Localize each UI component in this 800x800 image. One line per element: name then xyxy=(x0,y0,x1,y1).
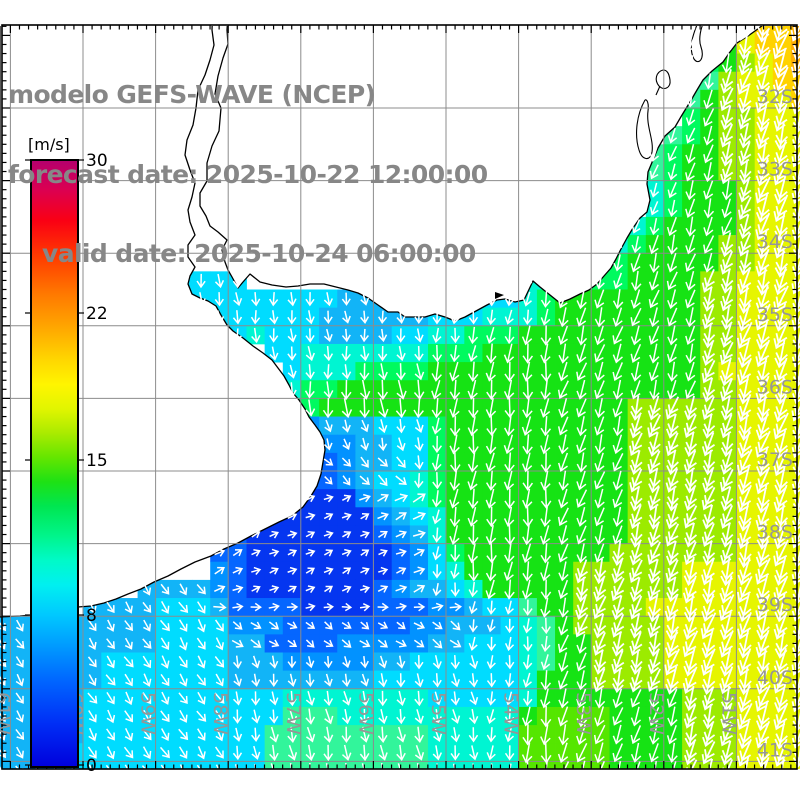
lon-label: 61W xyxy=(0,692,13,735)
lon-label: 55W xyxy=(427,692,449,735)
lat-label: 32S xyxy=(757,86,793,108)
colorbar-tick-label: 0 xyxy=(86,756,97,776)
lat-label: 41S xyxy=(757,739,793,761)
lagoon-outline xyxy=(690,26,703,63)
colorbar-gradient xyxy=(30,159,79,768)
lon-label: 53W xyxy=(572,692,594,735)
plot-frame-ticks xyxy=(1,24,798,770)
lat-label: 36S xyxy=(757,376,793,398)
lat-label: 37S xyxy=(757,449,793,471)
lon-label: 52W xyxy=(645,692,667,735)
lon-label: 59W xyxy=(137,692,159,735)
lat-label: 33S xyxy=(757,159,793,181)
lagoon-outline xyxy=(636,99,653,160)
lat-label: 34S xyxy=(757,231,793,253)
lat-label: 40S xyxy=(757,667,793,689)
colorbar-unit-label: [m/s] xyxy=(28,135,70,154)
axis-labels: 32S33S34S35S36S37S38S39S40S41S61W60W59W5… xyxy=(0,86,793,761)
lon-label: 56W xyxy=(354,692,376,735)
title-block: modelo GEFS-WAVE (NCEP) forecast date: 2… xyxy=(8,29,488,321)
model-title: modelo GEFS-WAVE (NCEP) xyxy=(8,80,376,109)
coastline xyxy=(0,26,763,618)
colorbar-tick-label: 8 xyxy=(86,606,97,626)
lagoon-outline xyxy=(655,69,671,96)
colorbar-tick-label: 30 xyxy=(86,151,108,171)
lon-label: 57W xyxy=(282,692,304,735)
land-coastline xyxy=(0,26,763,618)
latlon-gridlines xyxy=(2,26,797,769)
colorbar-tick-label: 22 xyxy=(86,304,108,324)
lon-label: 54W xyxy=(500,692,522,735)
lat-label: 38S xyxy=(757,522,793,544)
colorbar: 30 22 15 8 0 [m/s] xyxy=(25,135,108,776)
forecast-date-line: forecast date: 2025-10-22 12:00:00 xyxy=(8,159,488,189)
lat-label: 39S xyxy=(757,594,793,616)
lon-label: 51W xyxy=(717,692,739,735)
city-marker-flag xyxy=(495,292,504,304)
lon-label: 58W xyxy=(209,692,231,735)
colorbar-tick-label: 15 xyxy=(86,451,108,471)
valid-date-line: valid date: 2025-10-24 06:00:00 xyxy=(42,239,476,268)
lat-label: 35S xyxy=(757,304,793,326)
